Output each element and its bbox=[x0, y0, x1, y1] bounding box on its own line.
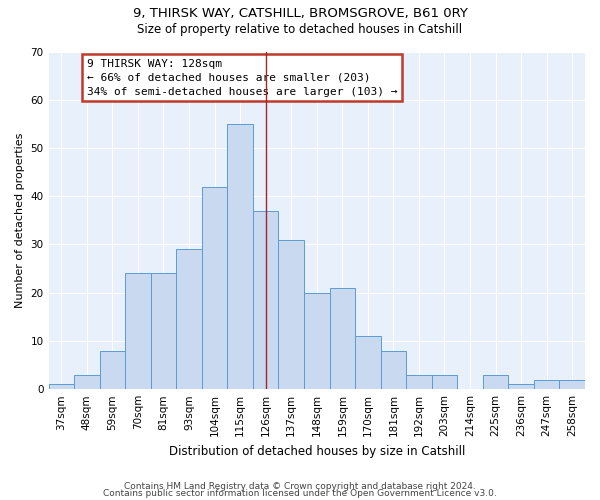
Bar bbox=[253, 210, 278, 389]
Bar bbox=[151, 274, 176, 389]
Bar bbox=[508, 384, 534, 389]
Bar bbox=[202, 186, 227, 389]
Bar bbox=[406, 374, 432, 389]
Bar bbox=[74, 374, 100, 389]
Text: Contains public sector information licensed under the Open Government Licence v3: Contains public sector information licen… bbox=[103, 490, 497, 498]
X-axis label: Distribution of detached houses by size in Catshill: Distribution of detached houses by size … bbox=[169, 444, 465, 458]
Bar bbox=[304, 292, 329, 389]
Y-axis label: Number of detached properties: Number of detached properties bbox=[15, 132, 25, 308]
Bar bbox=[559, 380, 585, 389]
Text: 9, THIRSK WAY, CATSHILL, BROMSGROVE, B61 0RY: 9, THIRSK WAY, CATSHILL, BROMSGROVE, B61… bbox=[133, 8, 467, 20]
Bar bbox=[176, 250, 202, 389]
Bar bbox=[534, 380, 559, 389]
Bar bbox=[483, 374, 508, 389]
Text: 9 THIRSK WAY: 128sqm
← 66% of detached houses are smaller (203)
34% of semi-deta: 9 THIRSK WAY: 128sqm ← 66% of detached h… bbox=[87, 58, 397, 96]
Bar bbox=[380, 350, 406, 389]
Bar bbox=[278, 240, 304, 389]
Bar bbox=[355, 336, 380, 389]
Text: Contains HM Land Registry data © Crown copyright and database right 2024.: Contains HM Land Registry data © Crown c… bbox=[124, 482, 476, 491]
Bar bbox=[100, 350, 125, 389]
Text: Size of property relative to detached houses in Catshill: Size of property relative to detached ho… bbox=[137, 22, 463, 36]
Bar bbox=[49, 384, 74, 389]
Bar bbox=[125, 274, 151, 389]
Bar bbox=[227, 124, 253, 389]
Bar bbox=[329, 288, 355, 389]
Bar bbox=[432, 374, 457, 389]
